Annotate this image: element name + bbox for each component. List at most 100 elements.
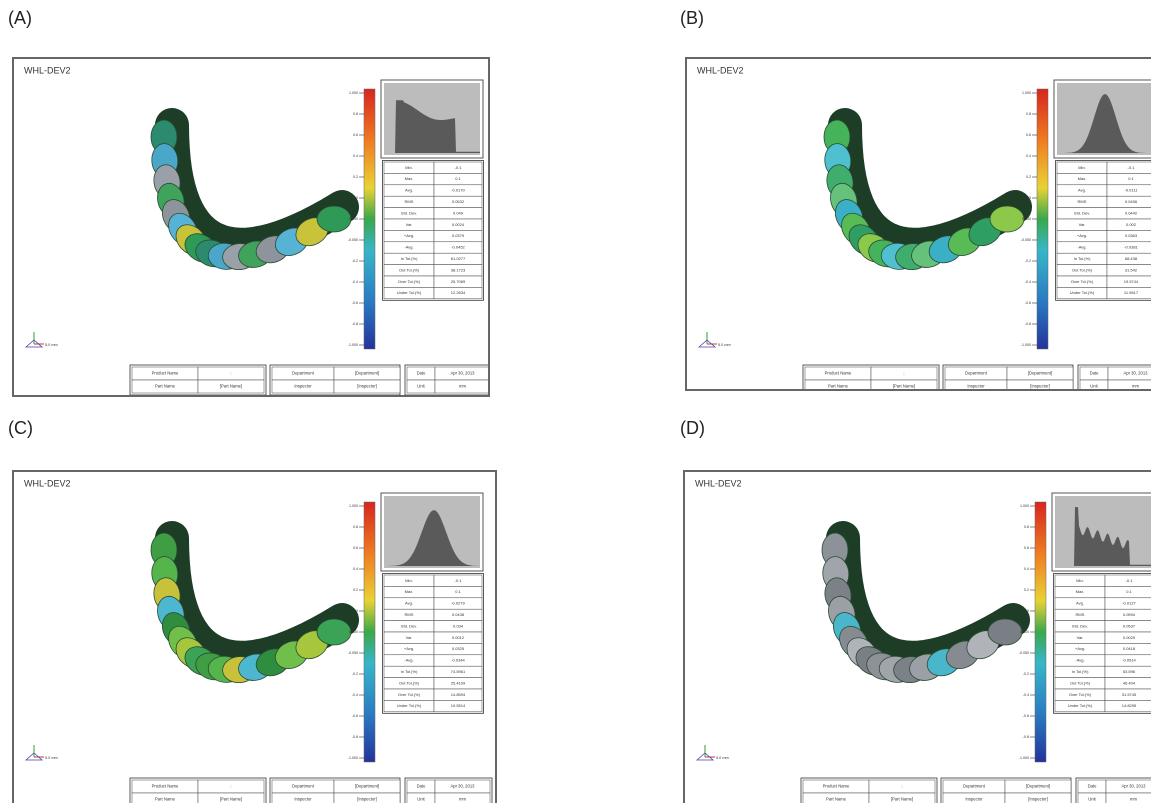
scale-tick-label: -0.6 <box>352 301 358 305</box>
viewport: WHL-DEV2 1.000 0.8 0.6 0.4 0.2 0.050 0.000 -0.05… <box>24 65 488 395</box>
stats-name: Over Tol.(%) <box>398 279 421 284</box>
scale-tick-label: -0.050 <box>1019 651 1029 655</box>
stats-value: 25.7089 <box>451 279 466 284</box>
stats-value: 0.0379 <box>452 233 465 238</box>
scale-tick-label: -0.4 <box>352 693 358 697</box>
info-text: [Department] <box>355 784 379 789</box>
stats-name: Min. <box>1078 165 1086 170</box>
color-bar <box>363 88 376 350</box>
stats-value: 10.5514 <box>451 703 466 708</box>
stats-name: Over Tol.(%) <box>1071 279 1094 284</box>
scale-tick-label: 1.000 <box>1022 91 1031 95</box>
scale-tick-label: -1.000 <box>348 343 358 347</box>
info-text: [Part Name] <box>893 384 915 389</box>
stats-value: 0.0012 <box>452 635 465 640</box>
scale-tick-label: -0.050 <box>1021 238 1031 242</box>
histogram <box>1057 94 1151 153</box>
color-bar <box>1036 88 1049 350</box>
info-text: Product Name <box>152 371 179 376</box>
scale-tick-label: 0.8 <box>1024 525 1029 529</box>
info-text: [Inspector] <box>357 384 377 389</box>
panel-label: (B) <box>680 8 704 28</box>
stats-value: 31.542 <box>1125 267 1138 272</box>
stats-name: Var. <box>406 222 413 227</box>
scale-tick-label: 1.000 <box>349 91 358 95</box>
info-text: Date <box>417 784 427 789</box>
info-text: mm <box>459 384 466 389</box>
stats-name: Var. <box>1077 635 1084 640</box>
info-cell <box>197 379 265 394</box>
scale-tick-label: 0.000 <box>349 630 358 634</box>
stats-value: 0.0418 <box>1123 646 1136 651</box>
scale-tick-label: 0.4 <box>353 154 358 158</box>
scale-tick-label: -0.8 <box>1025 322 1031 326</box>
stats-name: Out Tol.(%) <box>399 680 420 685</box>
stats-value: 0.0029 <box>1123 635 1136 640</box>
stats-value: 31.5745 <box>1122 692 1137 697</box>
stats-name: Var. <box>406 635 413 640</box>
viewport: WHL-DEV2 1.000 0.8 0.6 0.4 0.2 0.050 0.000 -0.05… <box>24 478 493 803</box>
scale-tick-label: 0.050 <box>1022 196 1031 200</box>
stats-name: RMS <box>405 199 414 204</box>
stats-value: -0.0111 <box>1125 188 1139 193</box>
stats-name: RMS <box>1078 199 1087 204</box>
scale-tick-label: -0.6 <box>1025 301 1031 305</box>
axis-z <box>24 752 44 761</box>
scale-tick-label: -0.050 <box>348 238 358 242</box>
stats-name: Under Tol.(%) <box>397 290 422 295</box>
stats-name: Min. <box>405 165 413 170</box>
scale-tick-label: 0.4 <box>1024 567 1029 571</box>
panel-screenshot: WHL-DEV2 1.000 0.8 0.6 0.4 0.2 0.050 0.000 -0.05… <box>12 470 497 803</box>
stats-value: 53.596 <box>1123 669 1136 674</box>
info-text: Product Name <box>823 784 850 789</box>
scale-tick-label: 0.050 <box>349 609 358 613</box>
stats-value: 0.0024 <box>452 222 465 227</box>
stats-name: RMS <box>1076 612 1085 617</box>
info-cell <box>1105 792 1151 803</box>
info-text: mm <box>1132 384 1139 389</box>
stats-value: 0.0594 <box>1123 612 1136 617</box>
stats-value: 0.034 <box>453 623 464 628</box>
panel-label: (C) <box>8 418 33 438</box>
scale-tick-label: 1.000 <box>349 504 358 508</box>
info-text: Part Name <box>828 384 849 389</box>
info-text: Department <box>292 371 315 376</box>
stats-name: Under Tol.(%) <box>397 703 422 708</box>
info-text: : <box>903 371 904 376</box>
scale-tick-label: 0.000 <box>349 217 358 221</box>
axis-z <box>24 339 44 348</box>
stats-value: 19.5744 <box>1124 279 1139 284</box>
stats-name: Max. <box>1076 589 1085 594</box>
stats-value: 0.0532 <box>452 199 465 204</box>
stats-value: -0.0279 <box>451 601 465 606</box>
stats-name: Max. <box>1078 176 1087 181</box>
stats-name: Min. <box>405 578 413 583</box>
info-text: [Part Name] <box>220 384 242 389</box>
info-text: Part Name <box>155 384 176 389</box>
info-text: Inspector <box>965 797 983 802</box>
scale-tick-label: 0.4 <box>353 567 358 571</box>
stats-value: 12.2634 <box>451 290 466 295</box>
stats-value: -0.1 <box>1128 165 1136 170</box>
info-cell <box>197 792 265 803</box>
info-cell <box>870 379 938 389</box>
info-text: Date <box>1090 371 1100 376</box>
stats-value: 0.002 <box>1126 222 1137 227</box>
stats-value: -0.0514 <box>1122 658 1136 663</box>
scale-tick-label: 0.000 <box>1022 217 1031 221</box>
scale-tick-label: -1.000 <box>1019 756 1029 760</box>
stats-value: 0.0442 <box>1125 210 1138 215</box>
scale-tick-label: -0.8 <box>1023 735 1029 739</box>
stats-name: +Avg. <box>1075 646 1085 651</box>
scale-tick-label: 0.6 <box>353 546 358 550</box>
stats-name: Std. Dev. <box>1074 210 1090 215</box>
window-title: WHL-DEV2 <box>695 478 742 488</box>
stats-value: -0.0344 <box>451 658 465 663</box>
info-cell <box>868 792 936 803</box>
stats-name: -Avg. <box>1075 658 1084 663</box>
stats-value: 25.4109 <box>451 680 466 685</box>
stats-name: Over Tol.(%) <box>398 692 421 697</box>
scale-tick-label: 0.2 <box>353 588 358 592</box>
color-bar <box>363 501 376 763</box>
